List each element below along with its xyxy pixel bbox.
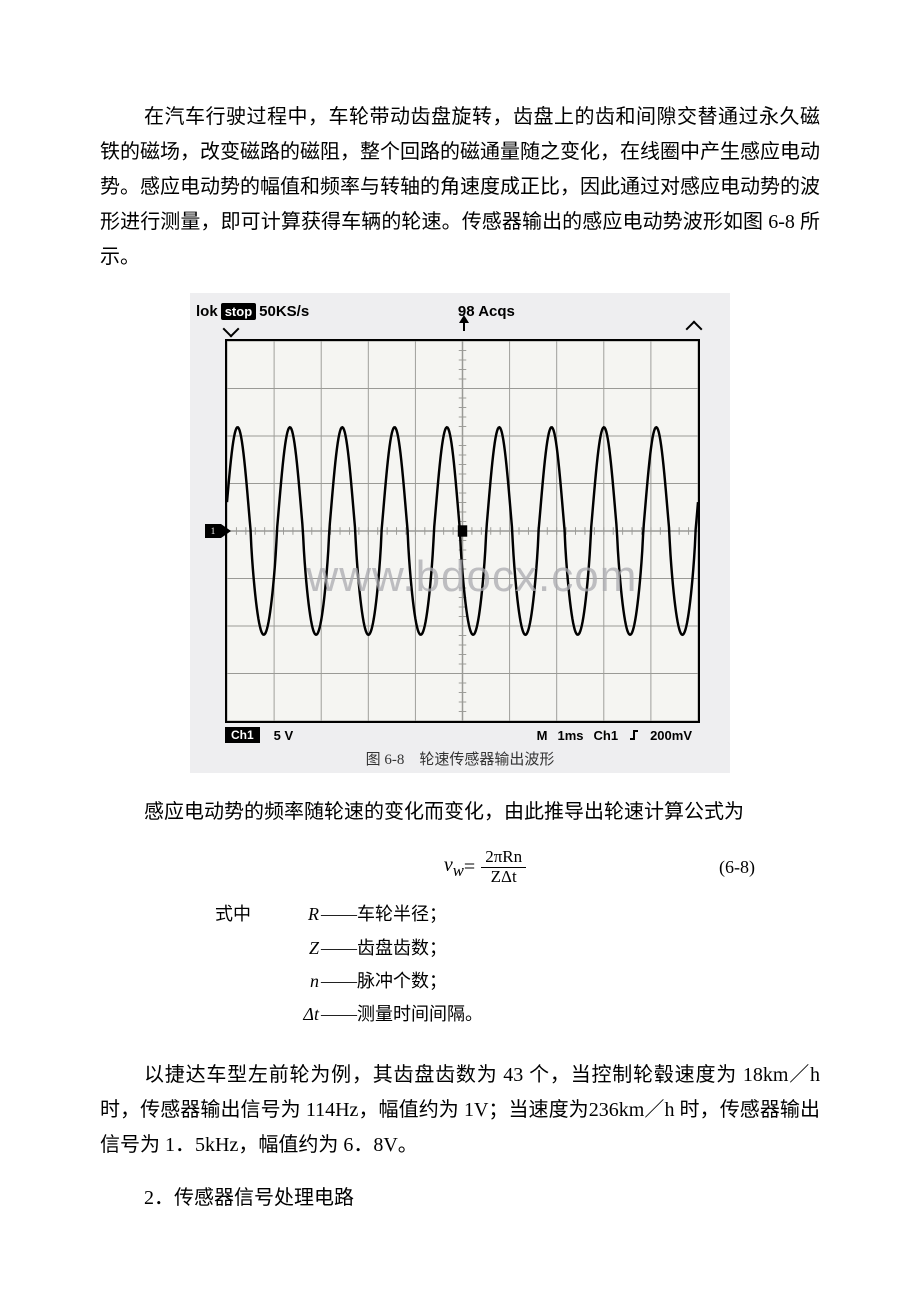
equation-6-8: vw = 2πRn ZΔt (6-8) bbox=[205, 848, 765, 886]
scope-footer-ch: Ch1 bbox=[594, 728, 619, 743]
scope-channel-marker: 1 bbox=[205, 524, 221, 538]
where-desc: ——脉冲个数； bbox=[321, 965, 447, 998]
scope-screen: 1 www.bdocx.com bbox=[225, 339, 700, 723]
scope-waveform-svg bbox=[227, 341, 698, 721]
figure-6-8: lok stop 50KS/s 98 Acqs 1 www.bdocx.com … bbox=[100, 293, 820, 773]
oscilloscope-screenshot: lok stop 50KS/s 98 Acqs 1 www.bdocx.com … bbox=[190, 293, 730, 773]
paragraph-4: 2．传感器信号处理电路 bbox=[100, 1181, 820, 1216]
scope-footer-timebase: 1ms bbox=[557, 728, 583, 743]
figure-caption: 图 6-8 轮速传感器输出波形 bbox=[190, 748, 730, 769]
scope-footer: Ch1 5 V M 1ms Ch1 200mV bbox=[225, 725, 700, 745]
where-desc: ——车轮半径； bbox=[321, 898, 447, 931]
formula-equals: = bbox=[464, 856, 475, 879]
scope-footer-volt: 5 V bbox=[274, 728, 294, 743]
paragraph-3: 以捷达车型左前轮为例，其齿盘齿数为 43 个，当控制轮毂速度为 18km／h 时… bbox=[100, 1058, 820, 1163]
scope-label-1: lok bbox=[196, 303, 218, 320]
formula-block: vw = 2πRn ZΔt (6-8) 式中 R ——车轮半径； Z——齿盘齿数… bbox=[150, 848, 820, 1032]
where-row: n——脉冲个数； bbox=[215, 965, 765, 998]
where-desc: ——齿盘齿数； bbox=[321, 932, 447, 965]
scope-stop-badge: stop bbox=[221, 303, 256, 320]
scope-sample-rate: 50KS/s bbox=[259, 303, 309, 320]
formula-lhs: vw bbox=[444, 854, 464, 881]
paragraph-2: 感应电动势的频率随轮速的变化而变化，由此推导出轮速计算公式为 bbox=[100, 795, 820, 830]
equation-number: (6-8) bbox=[719, 857, 755, 878]
formula-where-list: 式中 R ——车轮半径； Z——齿盘齿数；n——脉冲个数；Δt——测量时间间隔。 bbox=[205, 898, 765, 1031]
where-symbol: R bbox=[265, 898, 321, 931]
where-symbol: Δt bbox=[265, 998, 321, 1031]
where-row: Z——齿盘齿数； bbox=[215, 932, 765, 965]
formula-denominator: ZΔt bbox=[487, 868, 521, 887]
where-lead: 式中 bbox=[215, 898, 265, 931]
scope-top-bracket bbox=[225, 323, 700, 335]
trigger-edge-icon bbox=[628, 729, 640, 741]
where-desc: ——测量时间间隔。 bbox=[321, 998, 483, 1031]
where-symbol: Z bbox=[265, 932, 321, 965]
formula-fraction: 2πRn ZΔt bbox=[481, 848, 526, 886]
where-row: Δt——测量时间间隔。 bbox=[215, 998, 765, 1031]
paragraph-1: 在汽车行驶过程中，车轮带动齿盘旋转，齿盘上的齿和间隙交替通过永久磁铁的磁场，改变… bbox=[100, 100, 820, 275]
where-symbol: n bbox=[265, 965, 321, 998]
scope-footer-m: M bbox=[537, 728, 548, 743]
scope-footer-trigger: 200mV bbox=[650, 728, 692, 743]
formula-numerator: 2πRn bbox=[481, 848, 526, 867]
scope-footer-ch-box: Ch1 bbox=[225, 727, 260, 743]
